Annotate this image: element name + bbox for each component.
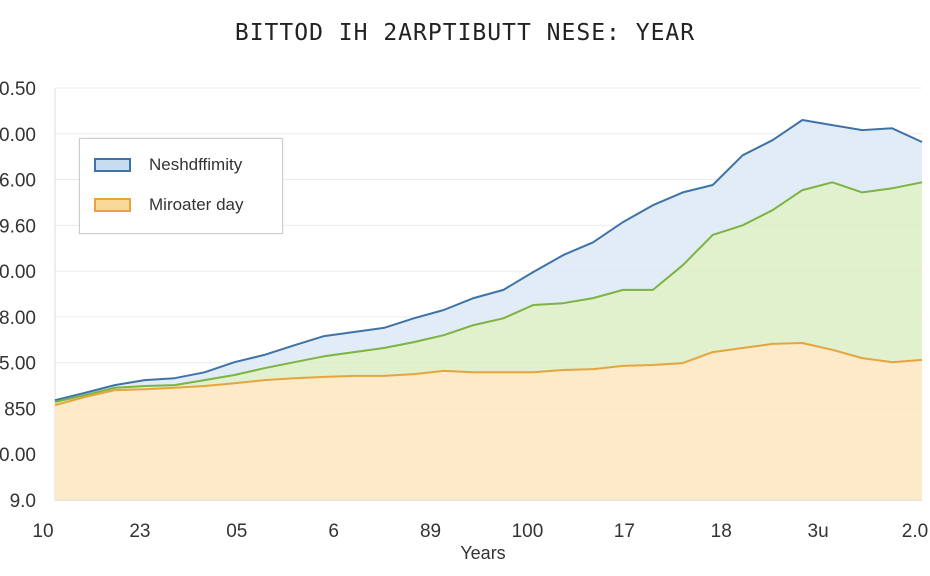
x-tick-label: 89 bbox=[420, 521, 441, 542]
x-tick-label: 23 bbox=[129, 521, 150, 542]
series-area-fill bbox=[55, 182, 922, 406]
x-tick-label: 05 bbox=[226, 521, 247, 542]
series-area-fill bbox=[55, 120, 922, 402]
series-line bbox=[54, 181, 923, 403]
y-tick-label: 9.0 bbox=[10, 491, 36, 512]
x-tick-label: 3u bbox=[808, 521, 829, 542]
legend-swatch bbox=[94, 198, 131, 212]
x-tick-label: 6 bbox=[328, 521, 339, 542]
legend-item: Neshdffimity bbox=[94, 155, 242, 175]
x-axis-title: Years bbox=[460, 543, 505, 563]
legend: Neshdffimity Miroater day bbox=[79, 138, 283, 234]
x-tick-label: 10 bbox=[32, 521, 53, 542]
y-tick-label: 0.00 bbox=[0, 125, 36, 146]
legend-swatch bbox=[94, 158, 131, 172]
x-tick-label: 2.0 bbox=[902, 521, 928, 542]
chart-title: BITTOD IH 2ARPTIBUTT NESE: YEAR bbox=[234, 20, 696, 46]
legend-label: Miroater day bbox=[149, 195, 244, 214]
y-tick-label: 9.60 bbox=[0, 216, 36, 237]
x-tick-label: 18 bbox=[711, 521, 732, 542]
series-line bbox=[54, 342, 923, 407]
y-tick-label: 5.00 bbox=[0, 354, 36, 375]
x-tick-label: 17 bbox=[614, 521, 635, 542]
y-tick-label: 8.00 bbox=[0, 308, 36, 329]
x-tick-label: 100 bbox=[512, 521, 544, 542]
series-area-fill bbox=[55, 343, 922, 500]
y-tick-label: 0.00 bbox=[0, 262, 36, 283]
y-tick-label: 850 bbox=[4, 399, 36, 420]
y-tick-label: 6.00 bbox=[0, 171, 36, 192]
series-line bbox=[54, 119, 923, 402]
y-tick-label: 0.50 bbox=[0, 79, 36, 100]
legend-label: Neshdffimity bbox=[149, 155, 243, 174]
legend-item: Miroater day bbox=[94, 195, 243, 215]
y-tick-label: 0.00 bbox=[0, 445, 36, 466]
